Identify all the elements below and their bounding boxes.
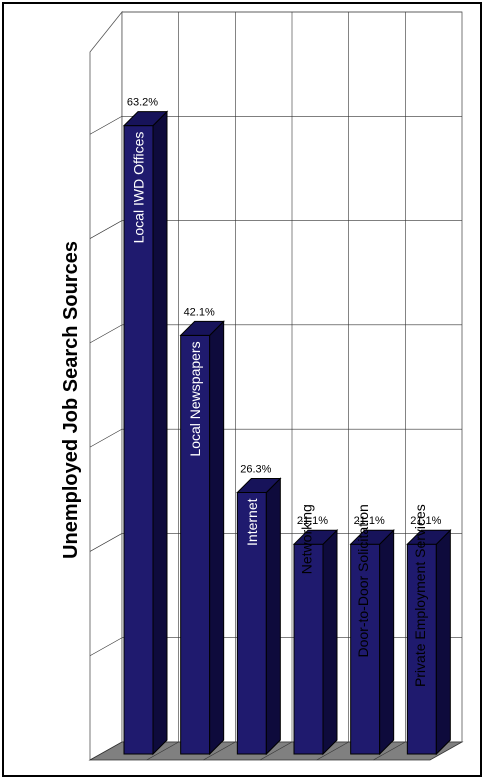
category-label: Local IWD Offices (131, 132, 147, 244)
bar-top (122, 111, 169, 127)
gridline-side (89, 116, 123, 135)
gridline-side (89, 533, 123, 552)
gridline-side (89, 324, 123, 344)
gridline-side (89, 428, 123, 448)
floor-separator (259, 741, 293, 761)
bar-top (406, 529, 452, 545)
category-label: Networking (299, 504, 315, 574)
floor-separator (203, 741, 236, 761)
bar-side (322, 528, 338, 756)
bar-top (236, 478, 282, 494)
bar-side (435, 528, 451, 756)
chart-bars (122, 110, 452, 756)
bar-top (292, 529, 339, 545)
floor-separator (373, 741, 406, 761)
gridline-side (89, 220, 123, 239)
chart-title: Unemployed Job Search Sources (60, 241, 82, 559)
category-label: Private Employment Services (412, 504, 428, 687)
chart-gridlines (89, 11, 462, 742)
category-label: Internet (244, 498, 260, 546)
side-wall (89, 10, 123, 761)
bar-side (209, 320, 225, 756)
bar-side (265, 477, 281, 756)
category-label: Local Newspapers (187, 341, 203, 456)
bar-top (349, 529, 395, 545)
value-label: 63.2% (127, 97, 158, 109)
bar-top (179, 320, 225, 336)
value-label: 26.3% (240, 464, 271, 476)
bar-side (379, 528, 395, 756)
bar-front (293, 543, 324, 755)
value-label: 42.1% (184, 306, 215, 318)
value-label: 21.1% (410, 515, 441, 527)
floor-separator (146, 741, 179, 761)
gridline-side (89, 637, 123, 656)
bar-side (152, 110, 168, 756)
bar-front (350, 543, 381, 755)
category-label: Door-to-Door Solicitation (355, 504, 371, 657)
value-label: 21.1% (354, 515, 385, 527)
floor-separator (316, 741, 349, 761)
value-label: 21.1% (297, 515, 328, 527)
chart-labels: 63.2% Local IWD Offices 42.1% Local Newspap… (127, 97, 442, 687)
